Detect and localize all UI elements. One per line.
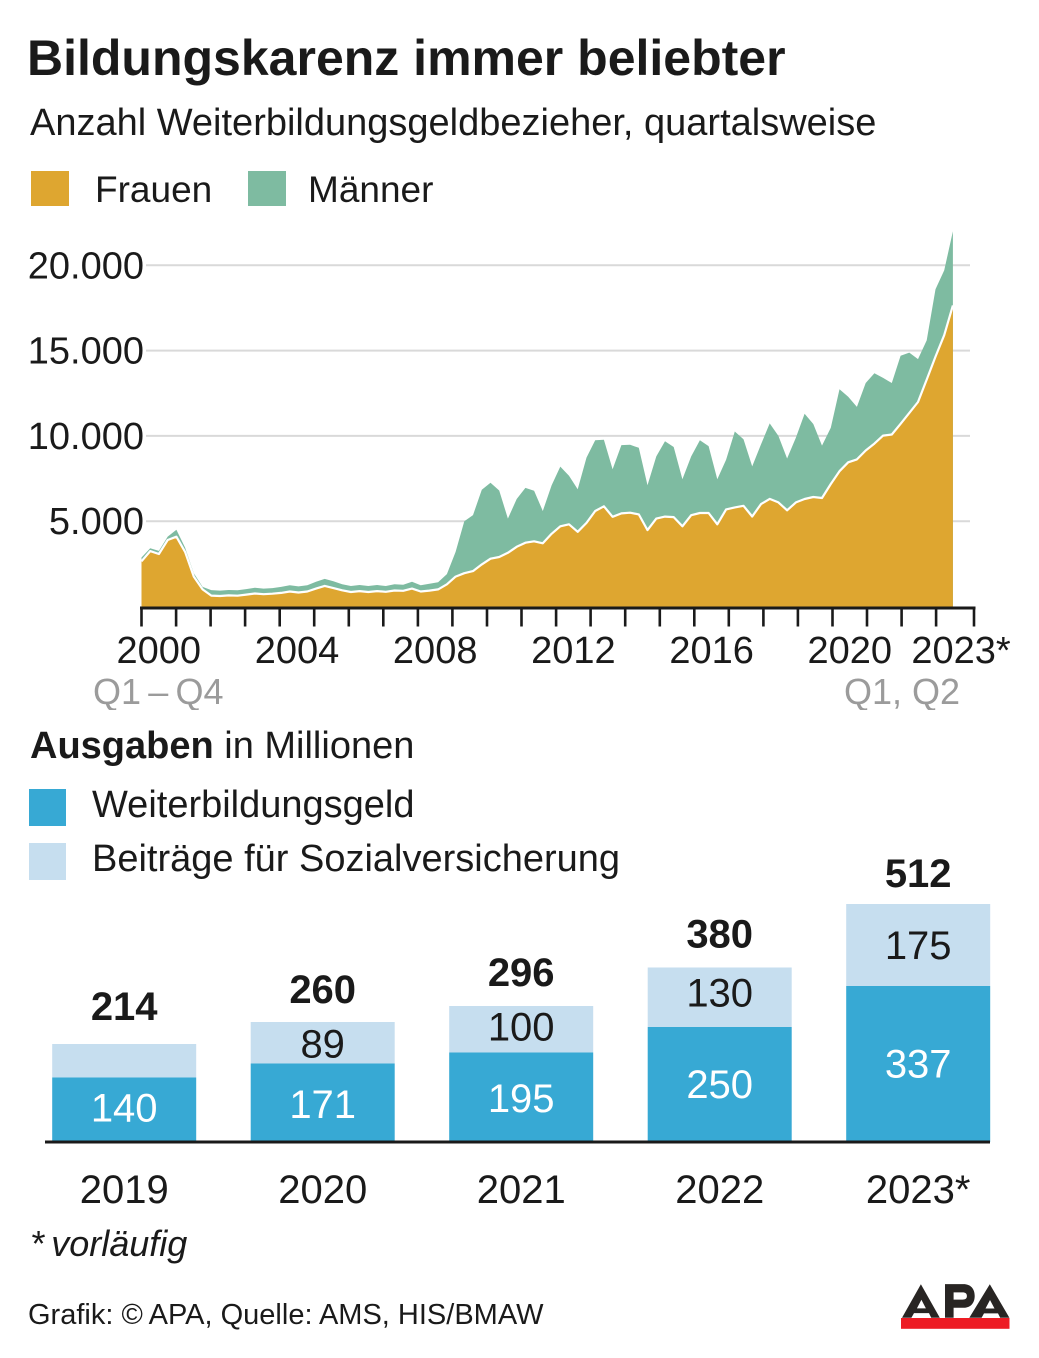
svg-text:100: 100 (488, 1006, 555, 1050)
svg-text:512: 512 (885, 852, 952, 896)
svg-text:89: 89 (300, 1022, 345, 1066)
svg-text:130: 130 (686, 971, 753, 1015)
svg-text:2022: 2022 (675, 1168, 764, 1212)
svg-text:2020: 2020 (808, 630, 893, 672)
svg-text:214: 214 (91, 985, 158, 1029)
svg-text:2004: 2004 (255, 630, 340, 672)
svg-text:2023*: 2023* (866, 1168, 971, 1212)
svg-text:Q1, Q2: Q1, Q2 (844, 671, 960, 710)
svg-text:175: 175 (885, 924, 952, 968)
svg-text:2016: 2016 (669, 630, 754, 672)
svg-text:250: 250 (686, 1063, 753, 1107)
svg-text:20.000: 20.000 (28, 245, 144, 287)
svg-text:Q1 – Q4: Q1 – Q4 (93, 671, 223, 710)
svg-text:10.000: 10.000 (28, 416, 144, 458)
svg-text:5.000: 5.000 (49, 501, 144, 543)
svg-text:260: 260 (289, 968, 356, 1012)
svg-text:2021: 2021 (477, 1168, 566, 1212)
svg-text:2012: 2012 (531, 630, 616, 672)
svg-text:195: 195 (488, 1077, 555, 1121)
svg-text:2000: 2000 (117, 630, 202, 672)
svg-text:2023*: 2023* (911, 630, 1011, 672)
svg-text:337: 337 (885, 1043, 952, 1087)
svg-text:2020: 2020 (278, 1168, 367, 1212)
svg-text:171: 171 (289, 1083, 356, 1127)
svg-text:140: 140 (91, 1087, 158, 1131)
svg-text:15.000: 15.000 (28, 331, 144, 373)
svg-text:2008: 2008 (393, 630, 478, 672)
svg-text:2019: 2019 (80, 1168, 169, 1212)
svg-text:296: 296 (488, 951, 555, 995)
svg-text:380: 380 (686, 913, 753, 957)
